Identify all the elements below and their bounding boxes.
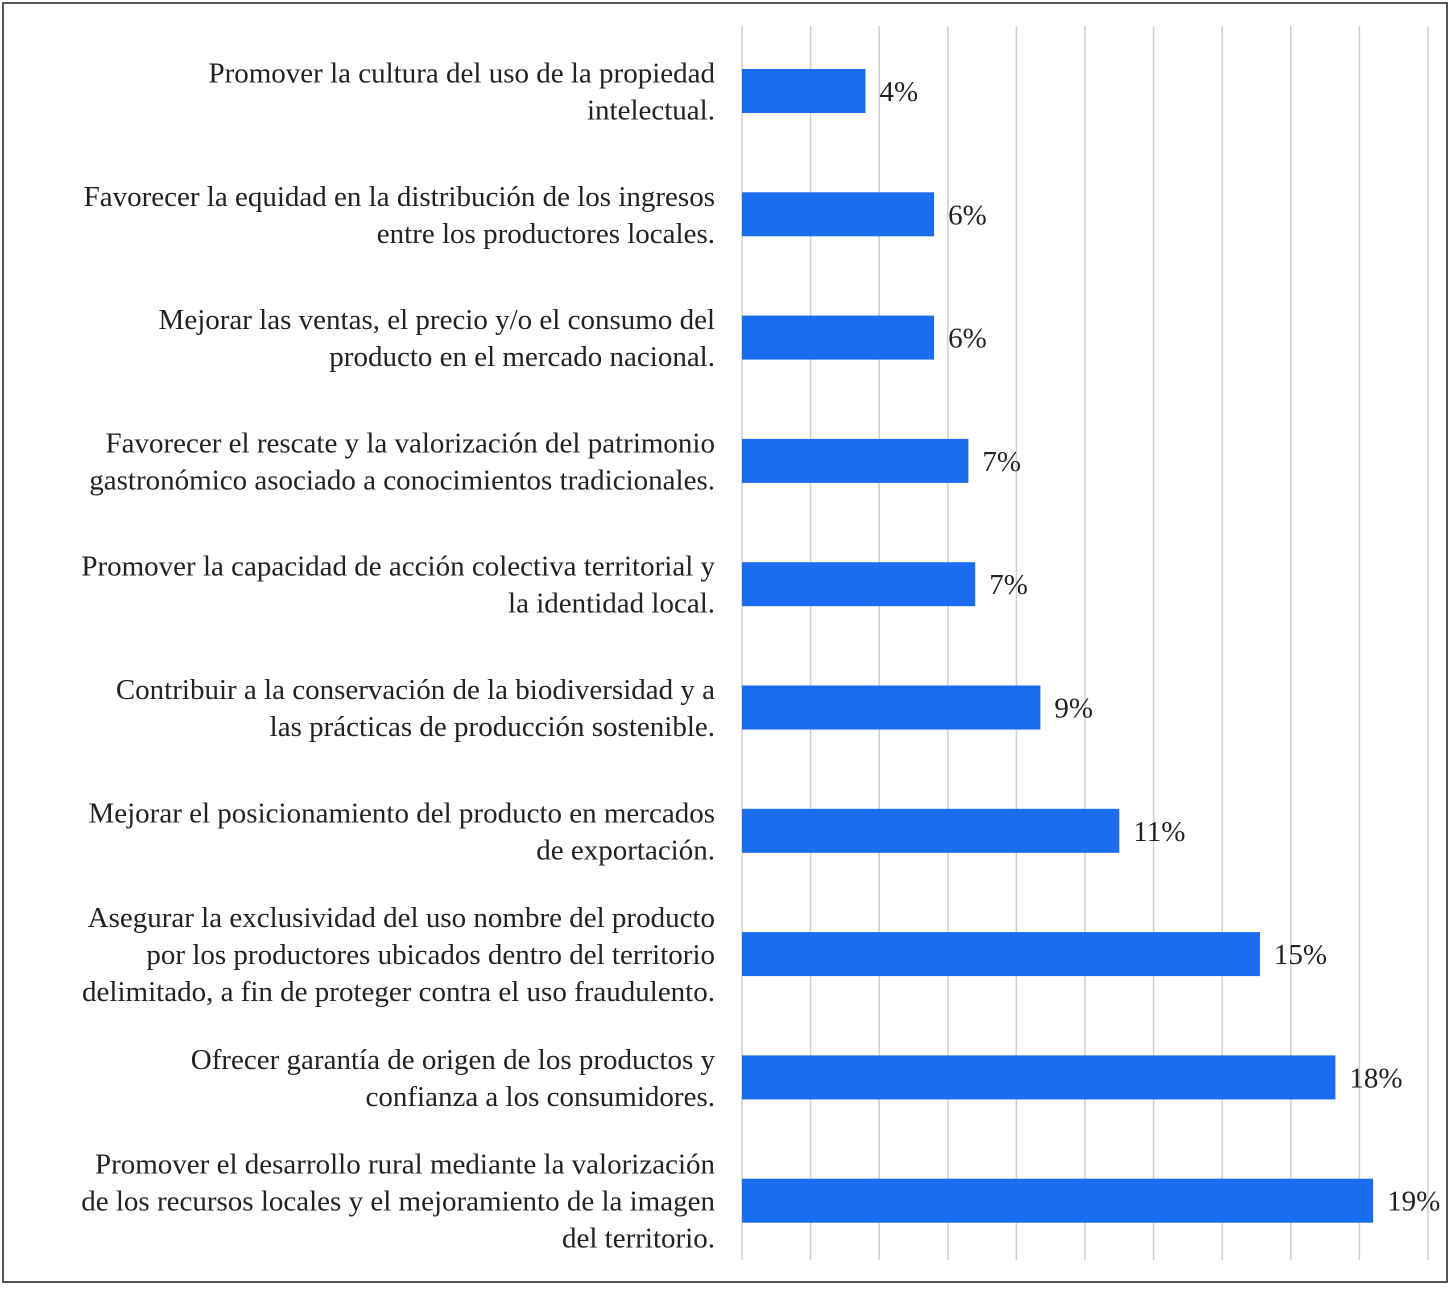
data-label-3: 7% [982,446,1021,478]
category-label-3-line-1: gastronómico asociado a conocimientos tr… [89,464,715,496]
category-label-1-line-1: entre los productores locales. [377,218,715,250]
bar-6 [742,808,1120,853]
category-label-5: Contribuir a la conservación de la biodi… [116,674,715,743]
category-label-7: Asegurar la exclusividad del uso nombre … [82,902,715,1008]
data-label-9: 19% [1387,1186,1440,1218]
bar-8 [742,1055,1336,1100]
category-label-4: Promover la capacidad de acción colectiv… [81,551,715,620]
category-label-5-line-0: Contribuir a la conservación de la biodi… [116,674,715,706]
category-label-0-line-1: intelectual. [587,95,715,127]
category-labels: Promover la cultura del uso de la propie… [81,58,715,1255]
category-label-9-line-0: Promover el desarrollo rural mediante la… [95,1149,716,1181]
category-label-6: Mejorar el posicionamiento del producto … [88,797,715,866]
category-label-6-line-1: de exportación. [536,834,715,866]
category-label-6-line-0: Mejorar el posicionamiento del producto … [88,797,715,829]
category-label-2-line-1: producto en el mercado nacional. [329,341,715,373]
category-label-0-line-0: Promover la cultura del uso de la propie… [208,58,715,90]
bar-3 [742,438,969,483]
category-label-2: Mejorar las ventas, el precio y/o el con… [159,304,715,373]
category-label-8: Ofrecer garantía de origen de los produc… [191,1044,716,1113]
category-label-9-line-1: de los recursos locales y el mejoramient… [81,1186,715,1218]
category-label-7-line-1: por los productores ubicados dentro del … [146,939,715,971]
category-label-7-line-2: delimitado, a fin de proteger contra el … [82,976,715,1008]
data-label-6: 11% [1133,816,1185,848]
bars [742,69,1374,1223]
category-label-4-line-1: la identidad local. [508,588,715,620]
data-label-5: 9% [1054,693,1093,725]
data-label-4: 7% [989,569,1028,601]
data-label-2: 6% [948,323,987,355]
category-label-2-line-0: Mejorar las ventas, el precio y/o el con… [159,304,715,336]
category-label-0: Promover la cultura del uso de la propie… [208,58,715,127]
category-label-3-line-0: Favorecer el rescate y la valorización d… [105,427,715,459]
category-label-1-line-0: Favorecer la equidad en la distribución … [84,181,715,213]
category-label-8-line-0: Ofrecer garantía de origen de los produc… [191,1044,716,1076]
category-label-4-line-0: Promover la capacidad de acción colectiv… [81,551,715,583]
data-label-8: 18% [1349,1062,1402,1094]
bar-2 [742,315,935,360]
category-label-8-line-1: confianza a los consumidores. [365,1081,715,1113]
category-label-1: Favorecer la equidad en la distribución … [84,181,715,250]
bar-4 [742,562,976,607]
category-label-5-line-1: las prácticas de producción sostenible. [270,711,715,743]
bar-chart: 4% 6% 6% 7% 7% 9% 11% 15% 18% 19% Promover la cul… [81,26,1440,1260]
bar-7 [742,932,1260,977]
bar-0 [742,69,866,113]
bar-5 [742,685,1041,730]
data-label-0: 4% [879,76,918,108]
value-labels: 4% 6% 6% 7% 7% 9% 11% 15% 18% 19% [879,76,1440,1218]
bar-9 [742,1178,1374,1223]
data-label-7: 15% [1274,939,1327,971]
category-label-9-line-2: del territorio. [562,1223,715,1255]
category-label-9: Promover el desarrollo rural mediante la… [81,1149,715,1255]
category-label-3: Favorecer el rescate y la valorización d… [89,427,715,496]
data-label-1: 6% [948,199,987,231]
bar-1 [742,192,935,237]
category-label-7-line-0: Asegurar la exclusividad del uso nombre … [88,902,715,934]
